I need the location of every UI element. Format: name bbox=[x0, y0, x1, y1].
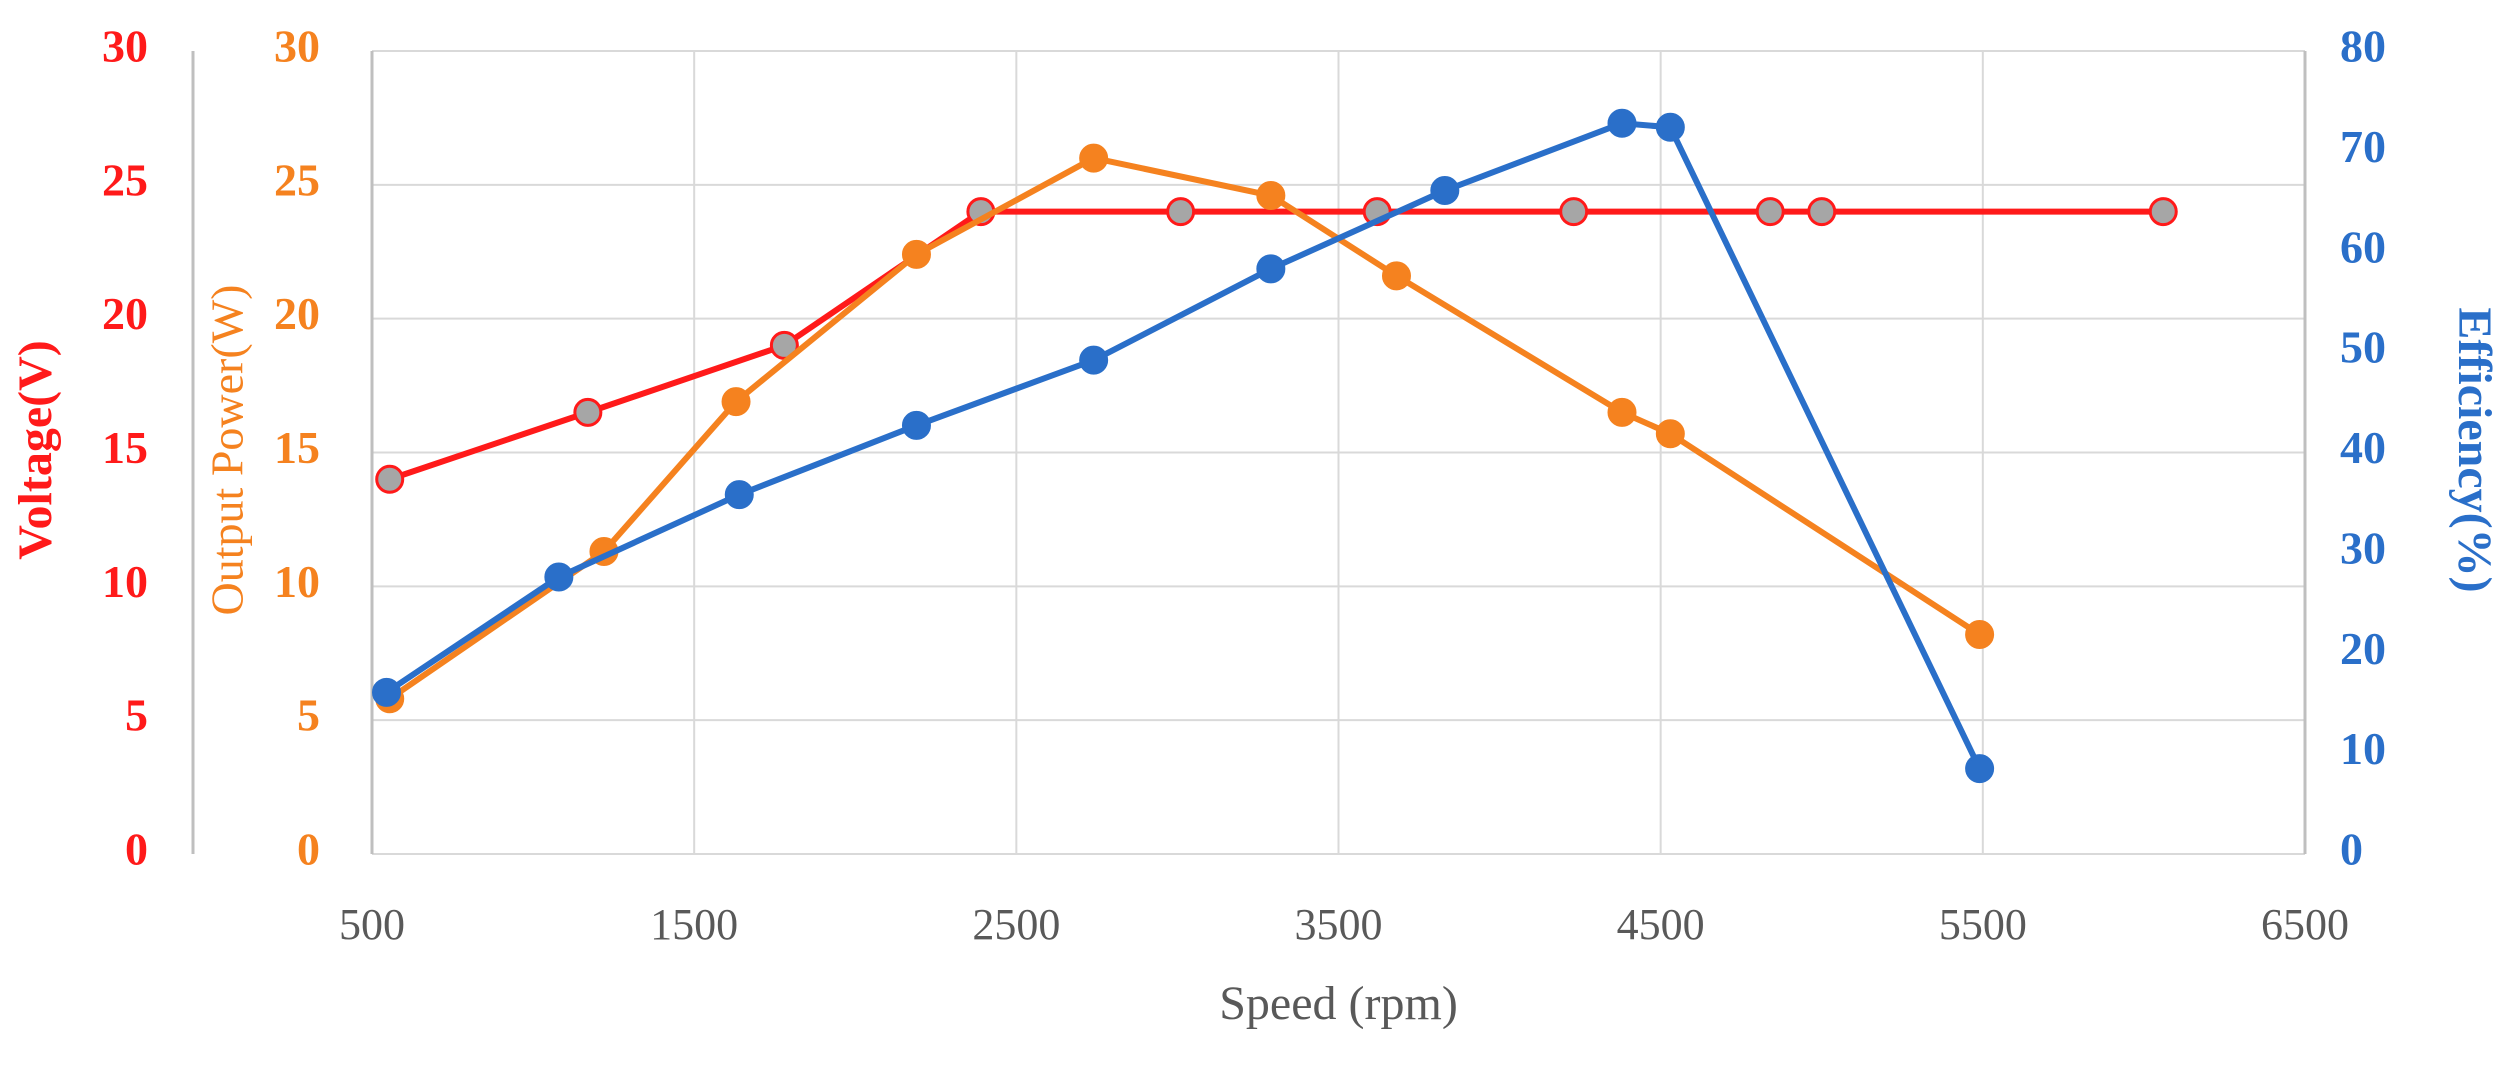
y2-tick-label: 30 bbox=[2340, 522, 2386, 573]
x-tick-label: 6500 bbox=[2261, 900, 2349, 949]
y2-tick-label: 50 bbox=[2340, 322, 2386, 373]
data-point bbox=[724, 480, 754, 510]
data-point bbox=[1607, 397, 1637, 427]
y3-tick-label: 0 bbox=[297, 824, 320, 875]
data-point bbox=[1607, 108, 1637, 138]
data-point bbox=[1655, 419, 1685, 449]
data-point bbox=[1807, 197, 1837, 227]
data-point bbox=[573, 397, 603, 427]
series-line bbox=[384, 120, 1983, 770]
data-point bbox=[1079, 345, 1109, 375]
data-point bbox=[1559, 197, 1589, 227]
data-point bbox=[721, 387, 751, 417]
x-tick-label: 500 bbox=[339, 900, 405, 949]
y2-tick-label: 10 bbox=[2340, 723, 2386, 774]
data-point bbox=[1079, 143, 1109, 173]
data-point bbox=[1655, 112, 1685, 142]
y2-tick-label: 70 bbox=[2340, 121, 2386, 172]
y3-axis-title: Output Power(W) bbox=[202, 285, 253, 616]
y-tick-label: 30 bbox=[102, 21, 148, 72]
data-point bbox=[544, 562, 574, 592]
x-axis-title: Speed (rpm) bbox=[1219, 977, 1458, 1030]
y3-tick-label: 20 bbox=[274, 288, 320, 339]
x-tick-label: 4500 bbox=[1617, 900, 1705, 949]
y-tick-label: 10 bbox=[102, 556, 148, 607]
data-point bbox=[1381, 261, 1411, 291]
x-tick-label: 3500 bbox=[1295, 900, 1383, 949]
y3-tick-label: 30 bbox=[274, 21, 320, 72]
y3-tick-label: 25 bbox=[274, 154, 320, 205]
x-tick-label: 2500 bbox=[972, 900, 1060, 949]
y2-axis-title: Efficiency(%) bbox=[2448, 307, 2501, 592]
y2-tick-label: 40 bbox=[2340, 422, 2386, 473]
y-tick-label: 5 bbox=[125, 690, 148, 741]
data-point bbox=[1256, 181, 1286, 211]
data-point bbox=[1965, 754, 1995, 784]
data-point bbox=[901, 410, 931, 440]
series-line bbox=[388, 155, 1982, 702]
data-point bbox=[371, 677, 401, 707]
y-tick-label: 25 bbox=[102, 154, 148, 205]
y2-tick-label: 0 bbox=[2340, 824, 2363, 875]
data-point bbox=[901, 239, 931, 269]
y3-tick-label: 5 bbox=[297, 690, 320, 741]
data-point bbox=[1430, 176, 1460, 206]
data-point bbox=[1166, 197, 1196, 227]
x-tick-label: 1500 bbox=[650, 900, 738, 949]
data-point bbox=[375, 464, 405, 494]
data-point bbox=[1965, 620, 1995, 650]
y2-tick-label: 60 bbox=[2340, 221, 2386, 272]
x-tick-label: 5500 bbox=[1939, 900, 2027, 949]
series-line bbox=[388, 208, 2164, 483]
data-point bbox=[2148, 197, 2178, 227]
y2-tick-label: 80 bbox=[2340, 21, 2386, 72]
data-point bbox=[1755, 197, 1785, 227]
y-axis-title: Voltage(V) bbox=[9, 340, 62, 560]
y-tick-label: 15 bbox=[102, 422, 148, 473]
y-tick-label: 0 bbox=[125, 824, 148, 875]
y2-tick-label: 20 bbox=[2340, 623, 2386, 674]
y3-tick-label: 15 bbox=[274, 422, 320, 473]
y3-tick-label: 10 bbox=[274, 556, 320, 607]
data-point bbox=[1256, 254, 1286, 284]
y-tick-label: 20 bbox=[102, 288, 148, 339]
